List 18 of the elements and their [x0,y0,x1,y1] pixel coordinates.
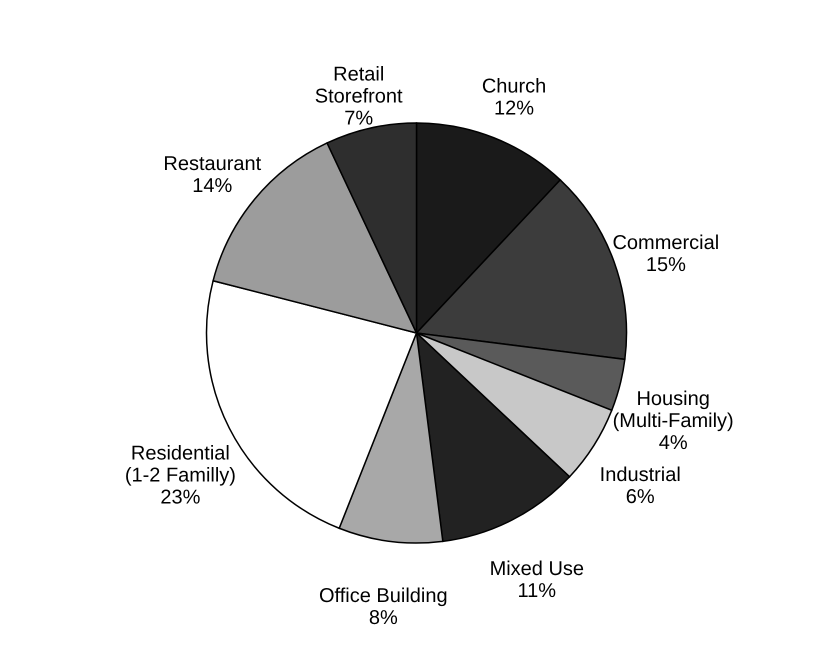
slice-label: Housing (Multi-Family) [612,388,734,432]
slice-label: Mixed Use [490,558,584,580]
slice-label: Retail Storefront [314,63,404,108]
data-label: 4% [658,432,688,454]
slice-label: Industrial [600,464,681,486]
data-label: 23% [160,486,201,508]
slice-label: Commercial [612,232,720,254]
slice-label: Church [482,76,546,98]
data-label: 6% [626,486,655,508]
data-label: 15% [646,254,686,276]
slice-label: Office Building [318,584,448,607]
data-label: 14% [192,175,233,198]
data-label: 8% [368,606,398,629]
slice-label: Residential (1-2 Familly) [124,442,236,486]
slice-label: Restaurant [163,153,262,176]
data-label: 12% [494,98,534,120]
data-label: 7% [344,107,374,130]
data-label: 11% [518,580,556,602]
